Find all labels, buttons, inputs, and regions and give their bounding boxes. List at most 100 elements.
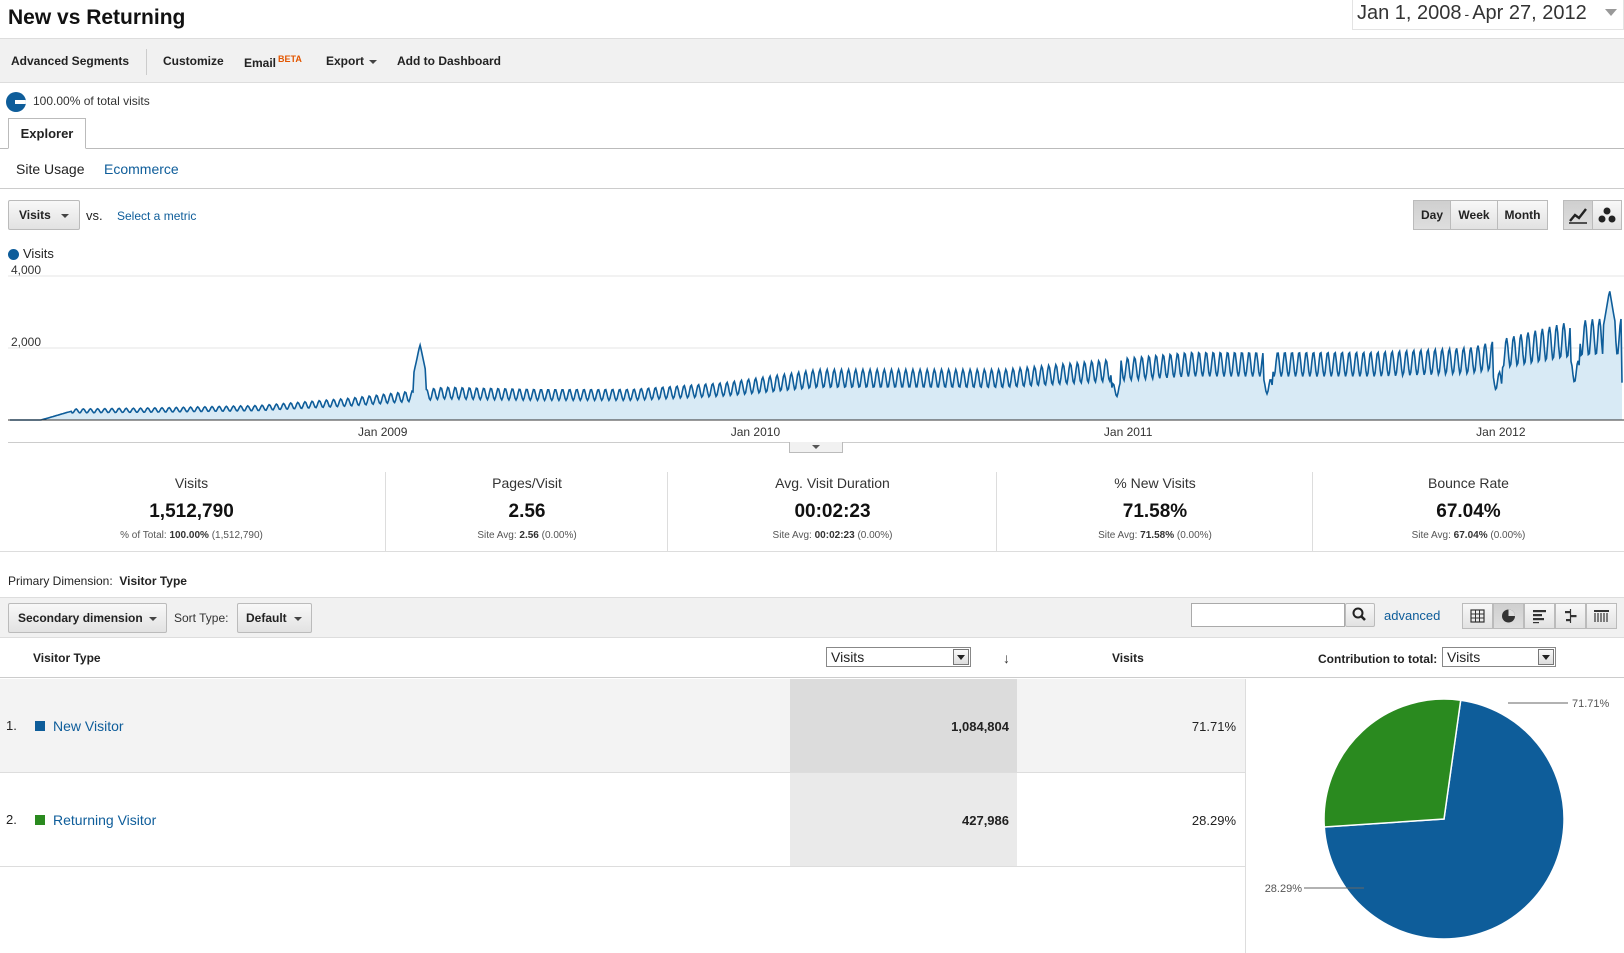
visits-percentage: 71.71% — [1191, 719, 1236, 734]
chevron-down-icon — [369, 59, 378, 64]
scorecard-sub-value: 71.58% — [1140, 530, 1175, 541]
table-metric-select-value: Visits — [831, 649, 865, 665]
collapse-chart-handle[interactable] — [789, 442, 843, 453]
scorecard-divider — [667, 472, 668, 552]
scorecard-sub-prefix: Site Avg: — [1411, 530, 1451, 541]
period-week-button[interactable]: Week — [1450, 200, 1498, 230]
scorecard-sub-rest: (1,512,790) — [211, 530, 263, 541]
scorecard-subtext: Site Avg: 67.04% (0.00%) — [1313, 530, 1624, 541]
table-row: 1. New Visitor 1,084,804 71.71% — [0, 679, 1245, 773]
scorecard-value: 2.56 — [508, 501, 546, 522]
table-view-comparison-button[interactable] — [1555, 603, 1586, 629]
scorecard[interactable]: Avg. Visit Duration 00:02:23 Site Avg: 00:… — [668, 470, 997, 551]
advanced-segments-button[interactable]: Advanced Segments — [11, 54, 130, 68]
series-color-swatch — [35, 815, 45, 825]
scorecard-sub-prefix: Site Avg: — [772, 530, 812, 541]
scorecard-sub-rest: (0.00%) — [1490, 530, 1526, 541]
contribution-metric-select[interactable]: Visits — [1442, 647, 1556, 667]
scorecard-sub-value: 2.56 — [519, 530, 539, 541]
date-range-picker[interactable]: Jan 1, 2008- Apr 27, 2012 — [1352, 0, 1624, 30]
email-button[interactable]: Email BETA — [244, 54, 302, 70]
scorecard[interactable]: % New Visits 71.58% Site Avg: 71.58% (0.00… — [997, 470, 1313, 551]
scorecard-subtext: % of Total: 100.00% (1,512,790) — [0, 530, 383, 541]
sort-descending-icon[interactable]: ↓ — [1003, 650, 1010, 666]
chevron-down-icon — [1538, 649, 1554, 665]
scorecard-value: 71.58% — [1122, 501, 1188, 522]
scorecard-sub-prefix: % of Total: — [120, 530, 167, 541]
motion-chart-view-button[interactable] — [1592, 200, 1622, 230]
chevron-down-icon — [294, 617, 302, 621]
scorecard[interactable]: Bounce Rate 67.04% Site Avg: 67.04% (0.00%… — [1313, 470, 1624, 551]
row-number: 1. — [6, 718, 17, 733]
select-metric-link[interactable]: Select a metric — [117, 209, 197, 223]
visitor-type-link[interactable]: Returning Visitor — [53, 812, 157, 828]
scorecard-sub-rest: (0.00%) — [541, 530, 577, 541]
period-day-button[interactable]: Day — [1413, 200, 1451, 230]
segment-label: 100.00% of total visits — [33, 94, 150, 108]
primary-dimension-label: Primary Dimension: — [8, 574, 113, 588]
sort-type-button[interactable]: Default — [237, 603, 312, 633]
scorecard-divider — [996, 472, 997, 552]
date-separator: - — [1464, 6, 1470, 22]
contribution-pie-panel: 71.71% 28.29% — [1245, 679, 1624, 953]
visitor-type-link[interactable]: New Visitor — [53, 718, 124, 734]
series-color-swatch — [35, 721, 45, 731]
metric-select-button[interactable]: Visits — [8, 200, 80, 230]
legend-visits-dot — [8, 249, 19, 260]
table-row: 2. Returning Visitor 427,986 28.29% — [0, 773, 1245, 867]
grid-icon — [1470, 609, 1485, 623]
table-view-pivot-button[interactable] — [1586, 603, 1617, 629]
table-view-data-button[interactable] — [1462, 603, 1493, 629]
table-header-row — [0, 638, 1624, 678]
primary-dimension: Primary Dimension: Visitor Type — [8, 574, 187, 588]
scorecard-value: 67.04% — [1436, 501, 1501, 522]
add-to-dashboard-button[interactable]: Add to Dashboard — [397, 54, 501, 68]
pie-slice-label: 71.71% — [1572, 698, 1610, 710]
date-end: Apr 27, 2012 — [1472, 2, 1587, 24]
primary-dimension-value[interactable]: Visitor Type — [119, 574, 187, 588]
scorecard-subtext: Site Avg: 2.56 (0.00%) — [386, 530, 668, 541]
visits-series-line — [10, 291, 1623, 421]
period-month-button[interactable]: Month — [1497, 200, 1548, 230]
vs-label: vs. — [86, 208, 103, 223]
table-search-input[interactable] — [1191, 603, 1345, 627]
line-chart-view-button[interactable] — [1563, 200, 1593, 230]
scorecard-subtext: Site Avg: 71.58% (0.00%) — [997, 530, 1313, 541]
column-header-visits[interactable]: Visits — [1112, 651, 1144, 665]
contribution-metric-value: Visits — [1447, 649, 1481, 665]
segment-pie-icon — [6, 92, 26, 112]
table-metric-select[interactable]: Visits — [826, 647, 971, 667]
secondary-dimension-button[interactable]: Secondary dimension — [8, 603, 167, 633]
scorecard-label: Bounce Rate — [1428, 475, 1509, 491]
table-view-percentage-button[interactable] — [1493, 603, 1524, 629]
search-button[interactable] — [1345, 603, 1375, 627]
legend-visits-label: Visits — [23, 246, 54, 261]
line-chart-icon — [1569, 208, 1587, 224]
scorecard[interactable]: Pages/Visit 2.56 Site Avg: 2.56 (0.00%) — [386, 470, 668, 551]
chevron-down-icon — [61, 214, 69, 218]
tab-explorer[interactable]: Explorer — [8, 118, 86, 149]
toolbar-divider — [146, 49, 147, 75]
table-view-performance-button[interactable] — [1524, 603, 1555, 629]
x-tick-label: Jan 2011 — [1104, 425, 1153, 439]
pivot-icon — [1594, 610, 1609, 622]
visits-over-time-chart: 4,000 2,000 Jan 2009 Jan 2010 Jan 2011 Jan 20… — [8, 263, 1624, 439]
visits-percentage: 28.29% — [1191, 813, 1236, 828]
sort-type-value: Default — [246, 611, 287, 625]
customize-button[interactable]: Customize — [163, 54, 224, 68]
scorecard[interactable]: Visits 1,512,790 % of Total: 100.00% (1,51… — [0, 470, 383, 551]
subtab-site-usage[interactable]: Site Usage — [16, 161, 85, 177]
column-header-visitor-type[interactable]: Visitor Type — [33, 651, 101, 665]
y-tick-label: 4,000 — [11, 263, 41, 277]
contribution-label: Contribution to total: — [1318, 652, 1438, 666]
page-title: New vs Returning — [8, 6, 186, 29]
comparison-icon — [1565, 609, 1577, 623]
scorecard-subtext: Site Avg: 00:02:23 (0.00%) — [668, 530, 997, 541]
sort-type-label: Sort Type: — [174, 611, 229, 625]
export-button[interactable]: Export — [326, 54, 378, 68]
scorecard-label: Pages/Visit — [492, 475, 562, 491]
report-toolbar: Advanced Segments Customize Email BETA Ex… — [0, 38, 1624, 83]
advanced-filter-link[interactable]: advanced — [1384, 608, 1441, 623]
pie-slice[interactable] — [1323, 698, 1462, 828]
subtab-ecommerce[interactable]: Ecommerce — [104, 161, 179, 177]
